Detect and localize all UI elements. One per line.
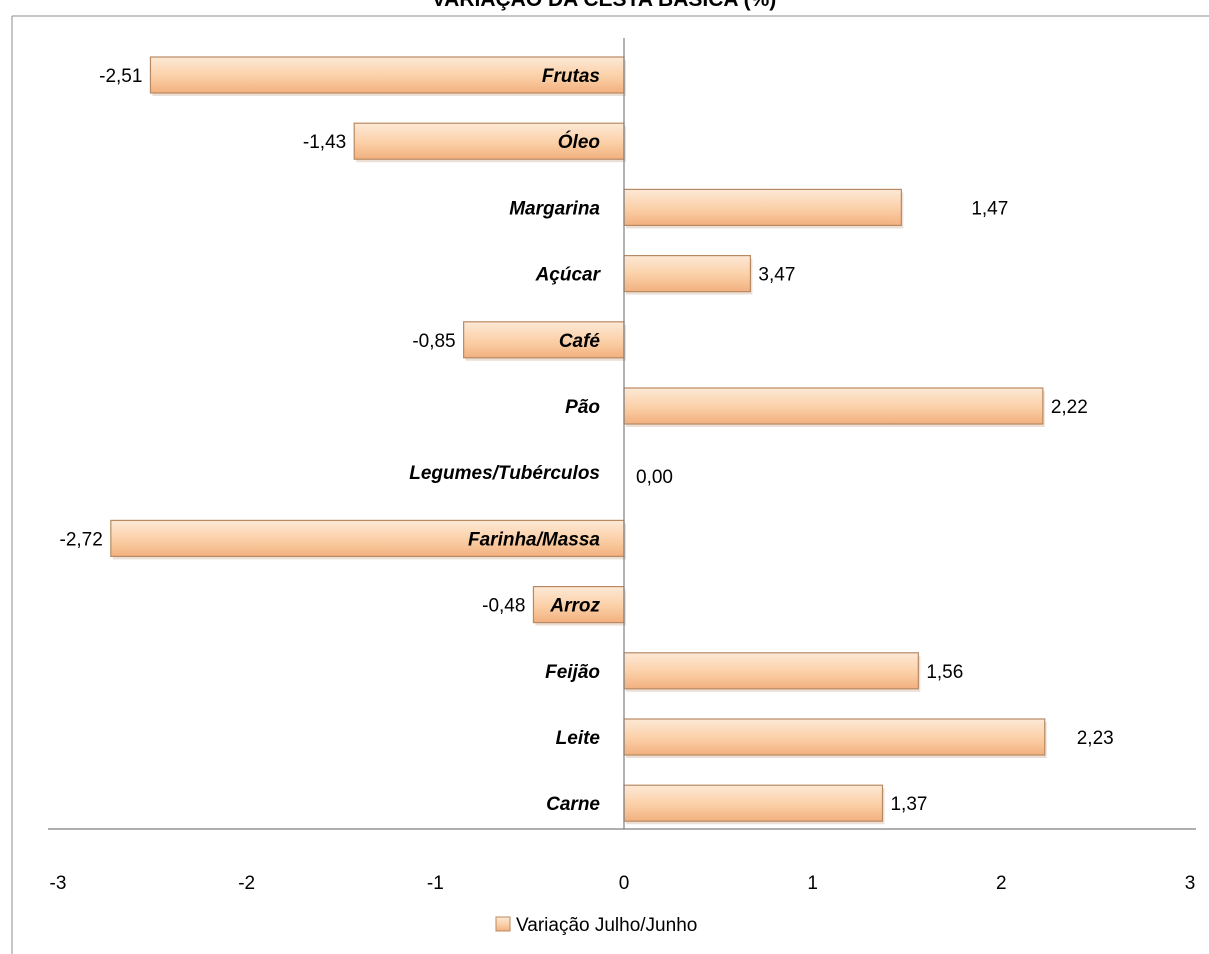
data-label: 1,37 [890,794,927,815]
legend-swatch [495,916,511,932]
category-label: Feijão [545,662,600,683]
bar [353,122,625,160]
legend-label: Variação Julho/Junho [516,915,697,936]
category-label: Arroz [549,596,600,617]
legend: Variação Julho/Junho [495,915,697,936]
data-label: 2,22 [1051,397,1088,418]
bar [623,188,902,226]
bar [623,652,919,690]
bar [110,519,625,558]
x-tick-label: -3 [50,873,67,894]
data-label: 2,23 [1077,728,1114,749]
data-label: -2,72 [60,529,103,550]
data-label: 1,47 [971,198,1008,219]
x-tick-label: 2 [996,873,1007,894]
data-label: 1,56 [926,662,963,683]
data-label: -2,51 [99,66,142,87]
data-label: -0,48 [482,596,525,617]
x-tick-label: -2 [238,873,255,894]
category-label: Café [559,331,601,352]
x-tick-label: 1 [807,873,818,894]
category-label: Frutas [542,66,600,87]
x-tick-label: 0 [619,873,630,894]
data-label: 3,47 [758,265,795,286]
category-label: Leite [556,728,601,749]
data-label: -0,85 [412,331,455,352]
category-label: Óleo [558,131,600,153]
bar [623,255,752,293]
chart-title: VARIAÇÃO DA CESTA BÁSICA (%) [432,0,777,11]
x-tick-label: 3 [1185,873,1196,894]
category-label: Açúcar [535,265,602,286]
x-tick-label: -1 [427,873,444,894]
bar [623,718,1046,756]
bar [623,784,884,822]
category-label: Pão [565,397,600,418]
data-label: -1,43 [303,132,346,153]
category-label: Legumes/Tubérculos [409,463,600,484]
bar [623,387,1044,425]
category-label: Margarina [509,198,600,219]
bar [149,56,625,94]
bar [463,321,625,359]
data-label: 0,00 [636,467,673,488]
category-label: Carne [546,794,600,815]
category-label: Farinha/Massa [468,529,600,550]
